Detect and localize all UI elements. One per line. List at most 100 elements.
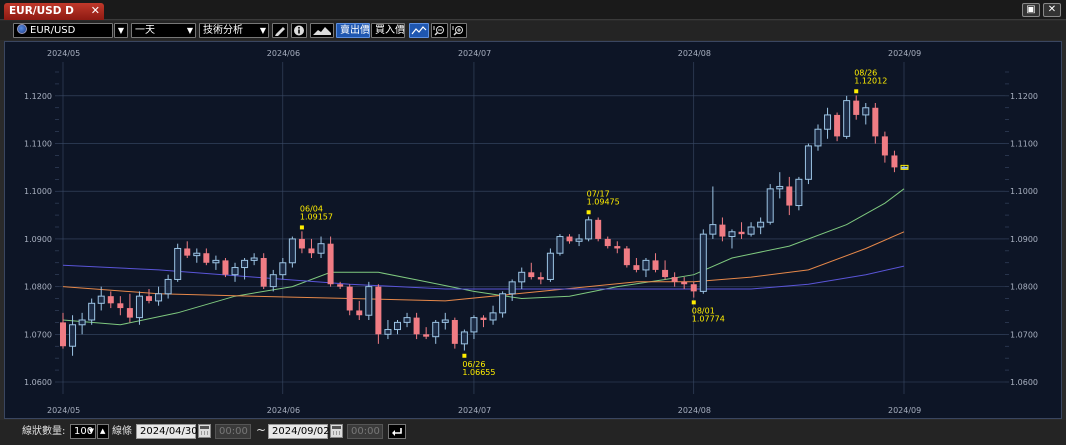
annotation-price: 1.09475: [587, 197, 620, 206]
annotation-marker: [586, 210, 591, 215]
end-date-input[interactable]: 2024/09/02: [268, 424, 330, 439]
candle-body: [900, 166, 908, 169]
annotation-date: 08/01: [692, 306, 715, 315]
candle-body: [709, 224, 717, 235]
restore-window-icon[interactable]: ▣: [1022, 3, 1040, 17]
calendar-icon[interactable]: [330, 424, 343, 438]
annotation-price: 1.09157: [300, 212, 333, 221]
pencil-icon[interactable]: [272, 23, 288, 38]
annotation-price: 1.07774: [692, 314, 725, 323]
candle-body: [174, 247, 182, 280]
chevron-down-icon: ▼: [186, 26, 193, 35]
candle-body: [69, 324, 77, 347]
x-tick-label-bottom: 2024/06: [267, 406, 300, 415]
candle-body: [164, 278, 172, 295]
candle-body: [288, 238, 296, 264]
candle-body: [795, 178, 803, 207]
count-label: 線狀數量:: [22, 426, 66, 437]
candle-body: [451, 320, 458, 344]
start-date-input[interactable]: 2024/04/30: [136, 424, 198, 439]
indicator-icon[interactable]: [409, 23, 429, 38]
x-tick-label-top: 2024/06: [267, 49, 300, 58]
range-tilde: ~: [256, 423, 267, 437]
count-select[interactable]: 100 ▼: [70, 424, 96, 439]
candle-body: [460, 331, 468, 345]
candle-body: [642, 259, 650, 271]
eu-us-flag-icon: [17, 24, 27, 34]
last-price-marker: [900, 164, 909, 170]
candle-body: [155, 293, 163, 302]
candle-body: [184, 248, 191, 256]
tab-eurusd-d[interactable]: EUR/USD D ✕: [4, 3, 104, 20]
y-tick-label-left: 1.0900: [24, 235, 52, 244]
tab-title: EUR/USD D: [9, 5, 74, 17]
annotation-date: 08/26: [854, 68, 877, 77]
x-tick-label-top: 2024/08: [678, 49, 711, 58]
reset-icon[interactable]: [388, 424, 406, 439]
zoom-out-icon[interactable]: [431, 23, 448, 38]
candle-body: [508, 281, 516, 295]
close-window-icon[interactable]: ✕: [1043, 3, 1061, 17]
candle-body: [126, 308, 133, 318]
mountain-chart-icon[interactable]: [310, 23, 334, 38]
tech-analysis-button[interactable]: 技術分析 ▼: [199, 23, 269, 38]
zoom-in-icon[interactable]: [450, 23, 467, 38]
y-tick-label-left: 1.0800: [24, 283, 52, 292]
chevron-down-icon: ▼: [259, 26, 266, 35]
buy-price-button[interactable]: 買入價: [371, 23, 405, 38]
candle-body: [728, 231, 736, 238]
candle-body: [633, 265, 640, 270]
candle-body: [623, 248, 630, 266]
candle-body: [260, 258, 267, 287]
candle-body: [413, 317, 420, 335]
candle-body: [470, 317, 478, 333]
candle-body: [269, 274, 277, 288]
candle-body: [575, 238, 583, 242]
tech-analysis-label: 技術分析: [203, 25, 243, 36]
symbol-select[interactable]: EUR/USD: [13, 23, 113, 38]
symbol-dropdown-icon[interactable]: ▼: [114, 23, 128, 38]
candle-body: [499, 293, 507, 314]
annotation-date: 07/17: [587, 189, 610, 198]
candle-body: [585, 219, 593, 240]
start-time-input[interactable]: 00:00: [215, 424, 251, 439]
annotation-price: 1.12012: [854, 76, 887, 85]
candlestick-chart[interactable]: 1.0600 1.0600 1.0700 1.0700 1.0800 1.0800 1.09…: [5, 42, 1063, 420]
candle-body: [212, 259, 220, 264]
tab-close-icon[interactable]: ✕: [90, 4, 100, 17]
annotation-marker: [299, 225, 304, 230]
calendar-icon[interactable]: [198, 424, 211, 438]
candle-body: [537, 277, 544, 280]
candle-body: [776, 185, 784, 190]
candle-body: [60, 322, 66, 347]
candle-body: [843, 100, 851, 137]
candle-body: [327, 243, 334, 285]
candle-body: [337, 284, 344, 287]
sell-price-button[interactable]: 賣出價: [336, 23, 370, 38]
chart-area[interactable]: 1.0600 1.0600 1.0700 1.0700 1.0800 1.0800 1.09…: [4, 41, 1062, 419]
x-tick-label-bottom: 2024/07: [458, 406, 491, 415]
count-up-icon[interactable]: ▲: [97, 424, 109, 439]
candle-body: [757, 221, 765, 228]
y-tick-label-right: 1.1200: [1010, 92, 1038, 101]
candle-body: [346, 286, 353, 311]
annotation-price: 1.06655: [462, 368, 495, 377]
candle-body: [719, 224, 726, 237]
period-select[interactable]: 一天 ▼: [131, 23, 196, 38]
candle-body: [614, 246, 621, 249]
candle-body: [652, 260, 659, 270]
candle-body: [604, 238, 611, 247]
candle-body: [317, 243, 325, 254]
candle-body: [279, 262, 287, 276]
end-time-input[interactable]: 00:00: [347, 424, 383, 439]
candle-body: [384, 329, 392, 335]
moving-average-line-1: [62, 188, 905, 326]
y-tick-label-right: 1.0800: [1010, 283, 1038, 292]
candle-body: [699, 233, 707, 292]
candle-body: [834, 114, 841, 137]
symbol-value: EUR/USD: [30, 25, 76, 36]
candle-body: [814, 128, 822, 147]
y-tick-label-left: 1.1200: [24, 92, 52, 101]
info-icon[interactable]: [291, 23, 307, 38]
y-tick-label-right: 1.0600: [1010, 378, 1038, 387]
